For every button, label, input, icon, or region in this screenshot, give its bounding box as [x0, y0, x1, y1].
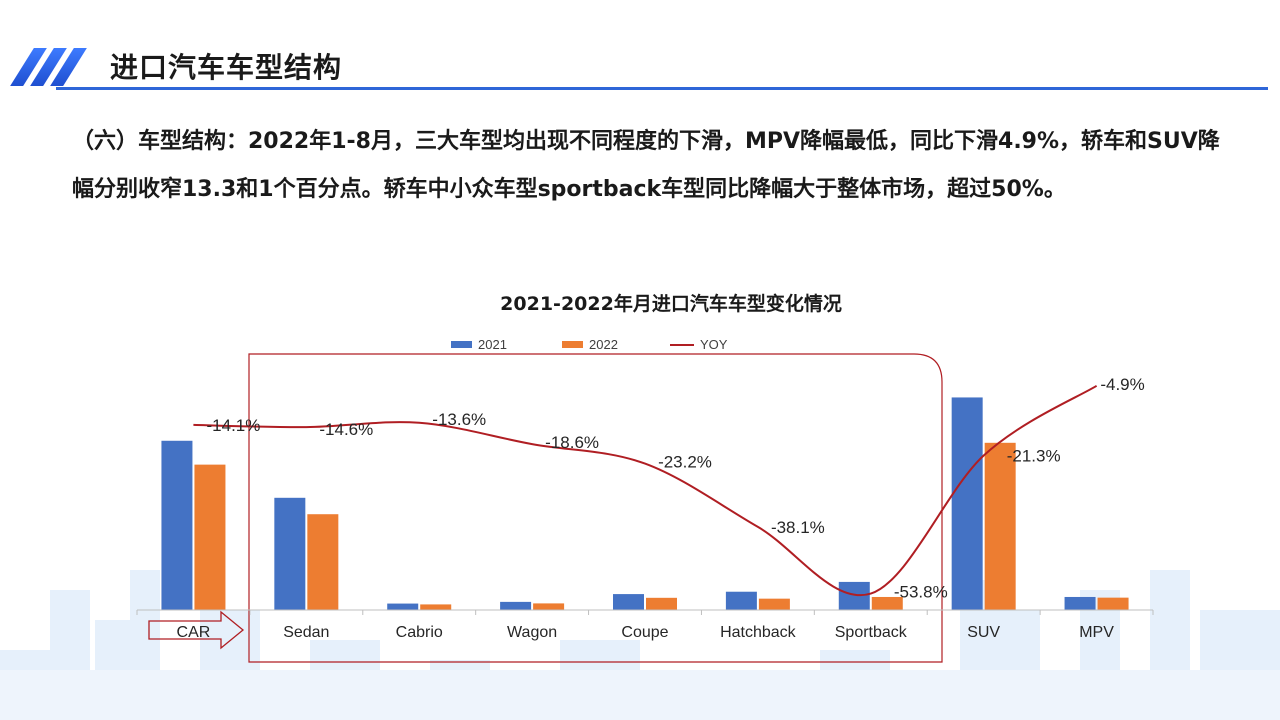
bar-2021-car	[161, 440, 193, 610]
yoy-data-label-mpv: -4.9%	[1100, 375, 1144, 394]
bar-2022-hatchback	[758, 598, 790, 610]
bar-2022-sportback	[871, 596, 903, 610]
yoy-data-label-wagon: -18.6%	[545, 433, 599, 452]
yoy-data-label-sedan: -14.6%	[319, 420, 373, 439]
legend-label-2022: 2022	[589, 337, 618, 352]
slide-header: 进口汽车车型结构	[10, 44, 1268, 90]
bar-2021-wagon	[500, 601, 532, 610]
legend-label-2021: 2021	[478, 337, 507, 352]
city-skyline-decoration	[0, 570, 1280, 720]
summary-paragraph: （六）车型结构：2022年1-8月，三大车型均出现不同程度的下滑，MPV降幅最低…	[72, 129, 1220, 202]
x-tick-label-hatchback: Hatchback	[720, 624, 797, 641]
car-label-arrow	[148, 610, 245, 650]
bar-2022-cabrio	[420, 604, 452, 610]
x-tick-label-car: CAR	[177, 624, 211, 641]
bar-2021-sedan	[274, 497, 306, 610]
bar-2022-suv	[984, 442, 1016, 610]
bar-2022-wagon	[533, 603, 565, 610]
yoy-line	[193, 384, 1098, 597]
bar-2021-hatchback	[725, 591, 757, 610]
bar-2021-mpv	[1064, 596, 1096, 610]
slide-title: 进口汽车车型结构	[110, 51, 343, 84]
legend-swatch-2021	[451, 341, 472, 348]
x-tick-label-coupe: Coupe	[621, 624, 668, 641]
x-tick-label-wagon: Wagon	[507, 624, 557, 641]
yoy-data-label-hatchback: -38.1%	[771, 518, 825, 537]
chart-title: 2021-2022年月进口汽车车型变化情况	[500, 293, 842, 315]
header-underline	[56, 87, 1268, 90]
x-tick-label-suv: SUV	[967, 624, 1000, 641]
bar-2022-sedan	[307, 514, 339, 610]
bar-2022-coupe	[646, 597, 677, 610]
bar-2021-suv	[951, 397, 983, 610]
x-tick-label-sedan: Sedan	[283, 624, 329, 641]
yoy-data-label-coupe: -23.2%	[658, 453, 712, 472]
bar-2021-coupe	[613, 594, 644, 610]
bar-2021-sportback	[838, 581, 870, 610]
yoy-data-label-car: -14.1%	[207, 416, 261, 435]
yoy-data-label-suv: -21.3%	[1007, 447, 1061, 466]
yoy-data-label-cabrio: -13.6%	[432, 410, 486, 429]
legend-swatch-2022	[562, 341, 583, 348]
x-tick-label-sportback: Sportback	[835, 624, 908, 641]
bar-2022-car	[194, 464, 226, 610]
x-tick-label-cabrio: Cabrio	[396, 624, 443, 641]
bar-2021-cabrio	[387, 603, 419, 610]
yoy-data-label-sportback: -53.8%	[894, 583, 948, 602]
legend-label-yoy: YOY	[700, 337, 728, 352]
car-subtypes-highlight-box	[248, 353, 943, 663]
bar-2022-mpv	[1097, 597, 1129, 610]
x-tick-label-mpv: MPV	[1079, 624, 1114, 641]
